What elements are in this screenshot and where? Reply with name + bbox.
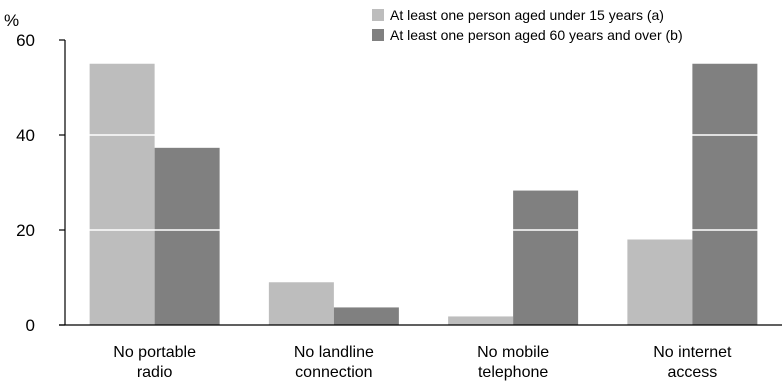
- legend-label-2: At least one person aged 60 years and ov…: [390, 27, 683, 43]
- legend-label-1: At least one person aged under 15 years …: [390, 7, 664, 23]
- bars-layer: [90, 64, 758, 325]
- bar-series-2-category-1: [155, 148, 220, 325]
- bar-series-2-category-3: [513, 191, 578, 325]
- category-label-3-line-2: telephone: [478, 364, 548, 381]
- legend-swatch-2: [372, 29, 384, 41]
- y-tick-label-40: 40: [16, 126, 35, 145]
- category-label-2-line-2: connection: [295, 364, 372, 381]
- bar-series-1-category-1: [90, 64, 155, 325]
- bar-series-1-category-3: [448, 316, 513, 325]
- legend-swatch-1: [372, 9, 384, 21]
- bar-series-2-category-2: [334, 307, 399, 325]
- bar-series-1-category-2: [269, 282, 334, 325]
- category-label-4-line-1: No internet: [653, 344, 732, 361]
- y-axis-unit-label: %: [4, 11, 19, 30]
- category-label-4-line-2: access: [667, 364, 717, 381]
- y-ticks: 0 20 40 60: [16, 31, 65, 335]
- bar-series-1-category-4: [627, 240, 692, 326]
- legend: At least one person aged under 15 years …: [372, 7, 683, 43]
- bar-series-2-category-4: [692, 64, 757, 325]
- category-label-1-line-2: radio: [137, 364, 173, 381]
- category-labels: No portable radio No landline connection No …: [113, 344, 732, 381]
- category-label-1-line-1: No portable: [113, 344, 196, 361]
- y-tick-label-0: 0: [26, 316, 35, 335]
- y-tick-label-60: 60: [16, 31, 35, 50]
- category-label-2-line-1: No landline: [294, 344, 374, 361]
- y-tick-label-20: 20: [16, 221, 35, 240]
- category-label-3-line-1: No mobile: [477, 344, 549, 361]
